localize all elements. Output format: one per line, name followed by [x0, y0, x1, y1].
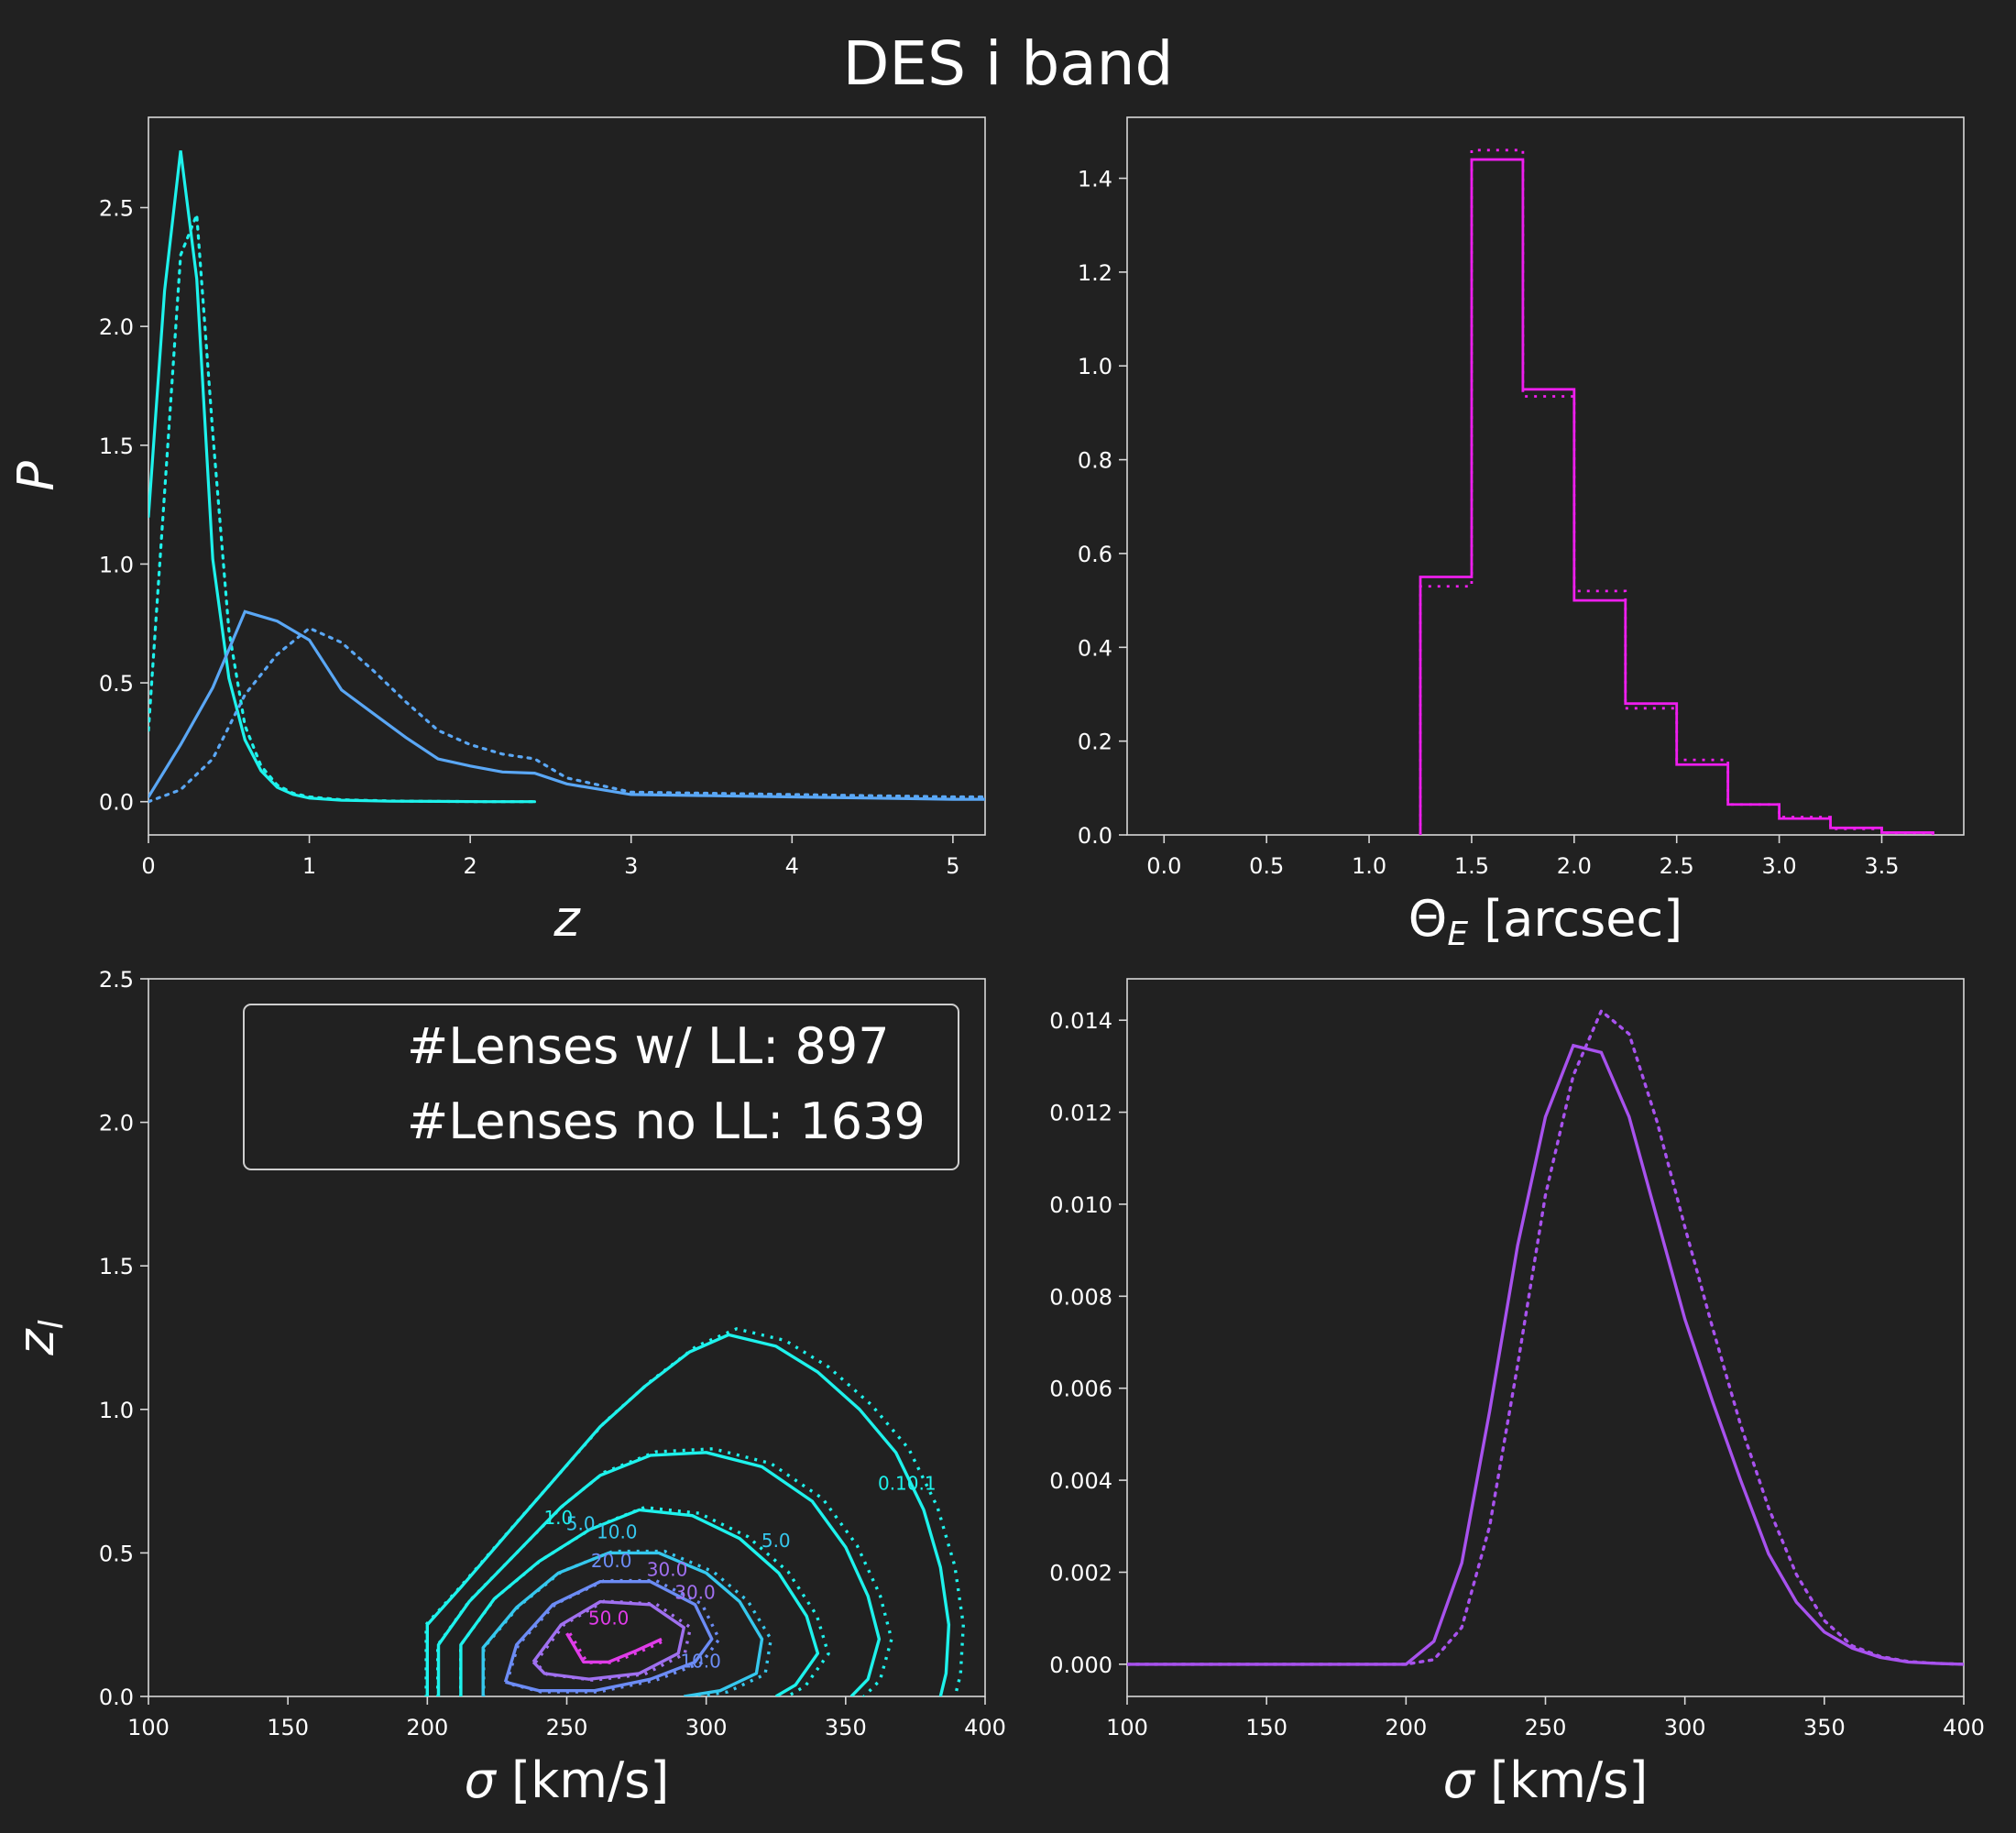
panel-redshift: 0 1 2 3 4 5 0.0 0.5 1.0 1.5 2.0 2.5 z P	[7, 116, 986, 948]
histogram-step-0	[1419, 158, 1934, 835]
x-tick-label: 2.5	[1660, 853, 1694, 879]
y-tick-label: 1.0	[99, 1398, 134, 1423]
y-tick-label: 2.0	[99, 1111, 134, 1136]
y-tick-label: 0.5	[99, 1541, 134, 1566]
y-tick-label: 2.5	[99, 967, 134, 993]
series-line-1	[148, 214, 537, 804]
y-tick-label: 1.5	[99, 434, 134, 459]
legend-entry: #Lenses no LL: 1639	[407, 1092, 926, 1150]
x-tick-label: 300	[685, 1715, 728, 1740]
y-tick-label: 0.010	[1049, 1192, 1112, 1218]
x-axis-label: z	[553, 890, 581, 948]
y-axis-label: P	[7, 461, 65, 491]
y-tick-label: 0.0	[1078, 823, 1112, 849]
contour-label: 20.0	[591, 1550, 632, 1572]
x-axis-label: σ [km/s]	[465, 1751, 670, 1809]
y-tick-label: 0.0	[99, 790, 134, 816]
y-tick-label: 1.4	[1078, 167, 1112, 192]
x-tick-label: 3.5	[1864, 853, 1899, 879]
y-tick-label: 0.014	[1049, 1008, 1112, 1034]
x-tick-label: 0	[141, 853, 155, 879]
x-tick-label: 5	[946, 853, 959, 879]
y-tick-label: 0.2	[1078, 730, 1112, 755]
contour-label: 5.0	[566, 1512, 596, 1534]
contour-label: 1.0	[543, 1507, 573, 1529]
legend-entry: #Lenses w/ LL: 897	[407, 1017, 890, 1075]
axes-frame	[1126, 116, 1965, 836]
x-tick-label: 150	[1245, 1715, 1287, 1740]
x-tick-label: 400	[1943, 1715, 1985, 1740]
x-tick-label: 3	[624, 853, 638, 879]
x-tick-label: 3.0	[1762, 853, 1797, 879]
y-tick-label: 1.0	[1078, 354, 1112, 379]
y-tick-label: 0.4	[1078, 635, 1112, 661]
panel-sigma-zl-contours: 100 150 200 250 300 350 400 0.0 0.5 1.0 1.5 2.0 2.5 σ…	[7, 967, 1006, 1809]
sigma-line-1	[1127, 1008, 1964, 1666]
x-tick-label: 100	[127, 1715, 170, 1740]
contour-label: 10.0	[597, 1521, 638, 1543]
figure-title: DES i band	[843, 28, 1174, 99]
x-tick-label: 200	[1385, 1715, 1427, 1740]
x-tick-label: 0.0	[1146, 853, 1181, 879]
x-axis-label: ΘE [arcsec]	[1408, 890, 1682, 953]
contour-dotted-10.0	[482, 1549, 773, 1696]
contour-solid-0.1	[425, 1333, 951, 1696]
y-tick-label: 1.5	[99, 1254, 134, 1279]
contour-solid-1.0	[436, 1451, 882, 1696]
histogram-step-1	[1419, 148, 1934, 835]
contour-dotted-5.0	[459, 1505, 830, 1696]
x-tick-label: 2.0	[1557, 853, 1592, 879]
y-tick-label: 2.0	[99, 314, 134, 340]
y-tick-label: 0.004	[1049, 1468, 1112, 1494]
x-tick-label: 1.0	[1352, 853, 1386, 879]
axes-frame	[148, 116, 986, 836]
y-tick-label: 0.5	[99, 671, 134, 697]
contour-label: 30.0	[647, 1558, 688, 1580]
x-tick-label: 350	[825, 1715, 867, 1740]
y-tick-label: 0.006	[1049, 1377, 1112, 1402]
x-tick-label: 100	[1106, 1715, 1148, 1740]
y-axis-label: zl	[7, 1320, 71, 1356]
contour-label: 5.0	[761, 1530, 791, 1552]
x-tick-label: 350	[1803, 1715, 1846, 1740]
contour-label: 30.0	[674, 1582, 716, 1604]
y-tick-label: 0.008	[1049, 1284, 1112, 1310]
series-line-3	[148, 626, 985, 804]
legend-frame	[243, 1004, 959, 1170]
sigma-line-0	[1127, 1043, 1964, 1666]
x-tick-label: 4	[785, 853, 799, 879]
contour-label: 10.0	[680, 1651, 721, 1673]
x-tick-label: 0.5	[1249, 853, 1284, 879]
y-tick-label: 2.5	[99, 196, 134, 222]
x-tick-label: 1	[302, 853, 316, 879]
panel-sigma-distribution: 100 150 200 250 300 350 400 0.000 0.002 0.004 0.00…	[1049, 978, 1985, 1809]
panel-einstein-radius: 0.0 0.5 1.0 1.5 2.0 2.5 3.0 3.5 0.0 0.2 0.4 0.6 0.8 1…	[1078, 116, 1965, 953]
y-tick-label: 0.0	[99, 1685, 134, 1710]
x-tick-label: 200	[406, 1715, 448, 1740]
x-tick-label: 250	[1525, 1715, 1567, 1740]
x-axis-label: σ [km/s]	[1443, 1751, 1649, 1809]
legend: #Lenses w/ LL: 897 #Lenses no LL: 1639	[243, 1004, 959, 1170]
contour-label: 50.0	[588, 1608, 630, 1630]
y-tick-label: 0.000	[1049, 1652, 1112, 1678]
y-tick-label: 0.012	[1049, 1101, 1112, 1126]
x-tick-label: 2	[464, 853, 477, 879]
x-tick-label: 150	[267, 1715, 309, 1740]
y-tick-label: 1.0	[99, 552, 134, 577]
x-tick-label: 300	[1664, 1715, 1706, 1740]
series-line-2	[148, 609, 985, 801]
x-tick-label: 1.5	[1454, 853, 1489, 879]
contour-solid-30.0	[531, 1599, 685, 1681]
contour-label: 0.10.1	[878, 1472, 937, 1494]
y-tick-label: 0.002	[1049, 1560, 1112, 1586]
y-tick-label: 1.2	[1078, 260, 1112, 286]
contour-solid-5.0	[459, 1508, 820, 1696]
y-tick-label: 0.6	[1078, 542, 1112, 567]
x-tick-label: 250	[546, 1715, 588, 1740]
y-tick-label: 0.8	[1078, 448, 1112, 474]
x-tick-label: 400	[964, 1715, 1006, 1740]
